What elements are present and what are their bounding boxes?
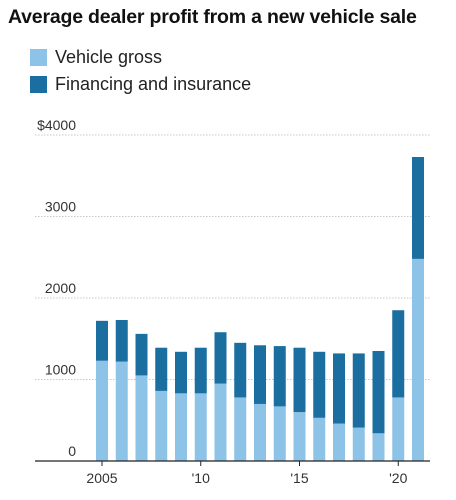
chart-title: Average dealer profit from a new vehicle… [8,6,417,28]
bar-financing-insurance-2009 [175,351,187,394]
bar-vehicle-gross-2020 [392,397,405,461]
bar-financing-insurance-2017 [333,353,345,424]
bar-financing-insurance-2008 [155,347,168,391]
legend: Vehicle gross Financing and insurance [30,44,251,98]
bar-financing-insurance-2005 [96,320,108,361]
bar-financing-insurance-2012 [234,342,247,398]
bar-vehicle-gross-2009 [175,393,187,461]
x-tick-label-2005: 2005 [86,470,117,486]
legend-item-vehicle-gross: Vehicle gross [30,44,251,71]
bar-financing-insurance-2016 [313,351,326,418]
bar-vehicle-gross-2021 [412,258,424,461]
bar-vehicle-gross-2010 [194,393,207,461]
bar-financing-insurance-2013 [254,345,266,404]
bar-vehicle-gross-2019 [372,433,385,461]
y-tick-label-3000: 3000 [45,199,76,215]
x-tick-label-2010: '10 [192,470,210,486]
y-tick-label-4000: $4000 [37,117,76,133]
bar-vehicle-gross-2017 [333,423,345,461]
bar-vehicle-gross-2012 [234,397,247,461]
legend-swatch-financing-insurance [30,76,47,93]
bar-financing-insurance-2021 [412,157,424,259]
x-tick-label-2015: '15 [290,470,308,486]
bar-financing-insurance-2006 [115,320,128,362]
bar-financing-insurance-2020 [392,310,405,398]
y-tick-label-1000: 1000 [45,362,76,378]
x-tick-label-2020: '20 [389,470,407,486]
legend-label-vehicle-gross: Vehicle gross [55,47,163,67]
bar-financing-insurance-2014 [273,346,286,407]
bar-vehicle-gross-2008 [155,390,168,461]
y-tick-label-0: 0 [68,443,76,459]
bar-financing-insurance-2010 [194,347,207,394]
bar-vehicle-gross-2015 [293,412,306,461]
y-tick-label-2000: 2000 [45,280,76,296]
bar-vehicle-gross-2005 [96,360,108,461]
bar-financing-insurance-2011 [214,332,227,384]
bar-financing-insurance-2007 [135,333,148,376]
bar-vehicle-gross-2006 [115,361,128,461]
gridlines [35,134,430,380]
legend-item-financing-insurance: Financing and insurance [30,71,251,98]
bars [96,157,424,461]
bar-financing-insurance-2019 [372,350,385,434]
bar-financing-insurance-2018 [352,353,365,428]
bar-vehicle-gross-2013 [254,403,266,461]
legend-label-financing-insurance: Financing and insurance [55,74,252,94]
bar-vehicle-gross-2011 [214,383,227,461]
legend-swatch-vehicle-gross [30,49,47,66]
bar-vehicle-gross-2007 [135,375,148,461]
bar-vehicle-gross-2016 [313,417,326,461]
bar-financing-insurance-2015 [293,347,306,413]
bar-vehicle-gross-2018 [352,427,365,461]
tick-labels: 0 1000 2000 3000 $4000 2005 '10 '15 '20 [37,117,408,486]
bar-vehicle-gross-2014 [273,406,286,461]
axes [35,460,430,466]
